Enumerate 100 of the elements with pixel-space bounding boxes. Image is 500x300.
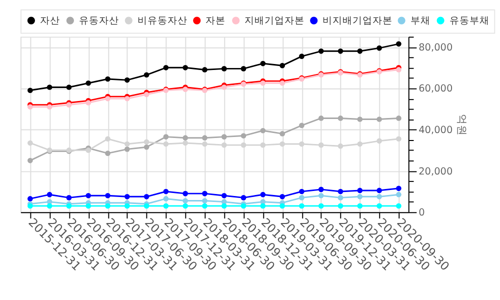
point — [357, 116, 363, 122]
point — [299, 54, 304, 59]
point — [357, 48, 363, 54]
point — [144, 139, 150, 145]
point — [260, 128, 266, 134]
point — [163, 64, 169, 70]
point — [318, 186, 324, 192]
point — [318, 116, 324, 121]
point — [376, 116, 382, 122]
legend-label: 지배기업자본 — [244, 15, 305, 26]
point — [318, 142, 324, 148]
point — [376, 203, 382, 209]
point — [27, 104, 33, 110]
point — [163, 203, 169, 209]
point — [221, 142, 227, 148]
point — [240, 133, 246, 138]
point — [182, 64, 188, 70]
point — [66, 84, 72, 90]
point — [318, 203, 324, 209]
point — [124, 146, 130, 152]
y-tick-label: 80,000 — [418, 42, 453, 54]
point — [240, 195, 246, 200]
point — [280, 131, 285, 136]
point — [46, 203, 52, 209]
point — [46, 104, 52, 110]
point — [182, 198, 188, 204]
point — [163, 141, 169, 147]
point — [357, 188, 363, 194]
point — [163, 134, 169, 140]
point — [202, 198, 208, 204]
y-tick-label: 60,000 — [418, 84, 453, 95]
point — [202, 203, 208, 209]
point — [27, 158, 33, 164]
point — [396, 136, 402, 142]
point — [318, 192, 324, 198]
point — [376, 45, 382, 51]
legend-label: 자산 — [40, 15, 60, 26]
point — [260, 192, 266, 198]
point — [318, 48, 324, 54]
point — [338, 143, 344, 149]
point — [105, 136, 110, 142]
point — [86, 203, 92, 209]
point — [240, 66, 246, 72]
point — [27, 196, 33, 202]
legend-label: 비지배기업자본 — [322, 15, 393, 26]
point — [105, 150, 110, 156]
point — [46, 84, 52, 90]
point — [105, 203, 110, 209]
point — [376, 188, 382, 194]
point — [182, 135, 188, 140]
point — [338, 188, 344, 194]
point — [376, 194, 382, 200]
legend-label: 유동부채 — [449, 15, 490, 26]
legend-label: 비유동자산 — [137, 15, 188, 26]
point — [105, 192, 110, 198]
point — [396, 186, 402, 192]
point — [357, 141, 363, 147]
point — [260, 142, 266, 148]
point — [27, 140, 33, 146]
point — [396, 192, 402, 198]
point — [280, 141, 285, 147]
point — [299, 141, 304, 147]
point — [202, 141, 208, 147]
point — [163, 188, 169, 194]
point — [221, 203, 227, 209]
point — [221, 66, 227, 72]
point — [260, 60, 266, 66]
point — [221, 134, 227, 140]
point — [182, 140, 188, 146]
point — [163, 196, 169, 202]
point — [182, 203, 188, 209]
point — [299, 122, 304, 128]
point — [280, 194, 285, 200]
point — [182, 190, 188, 196]
point — [124, 194, 130, 200]
y-tick-label: 40,000 — [418, 124, 453, 136]
point — [357, 203, 363, 209]
point — [66, 195, 72, 200]
point — [202, 67, 208, 72]
point — [376, 138, 382, 144]
point — [299, 203, 304, 209]
point — [124, 203, 130, 209]
point — [357, 194, 363, 200]
point — [202, 190, 208, 196]
point — [260, 203, 266, 209]
y-tick-label: 20,000 — [418, 166, 453, 178]
legend-label: 자본 — [206, 15, 226, 26]
point — [240, 142, 246, 148]
point — [338, 195, 344, 200]
point — [144, 72, 150, 78]
point — [144, 194, 150, 200]
point — [124, 77, 130, 83]
point — [338, 116, 344, 121]
legend-label: 부채 — [410, 15, 430, 26]
point — [280, 203, 285, 209]
point — [144, 144, 150, 150]
point — [299, 195, 304, 200]
point — [46, 192, 52, 198]
point — [105, 76, 110, 82]
point — [396, 203, 402, 209]
